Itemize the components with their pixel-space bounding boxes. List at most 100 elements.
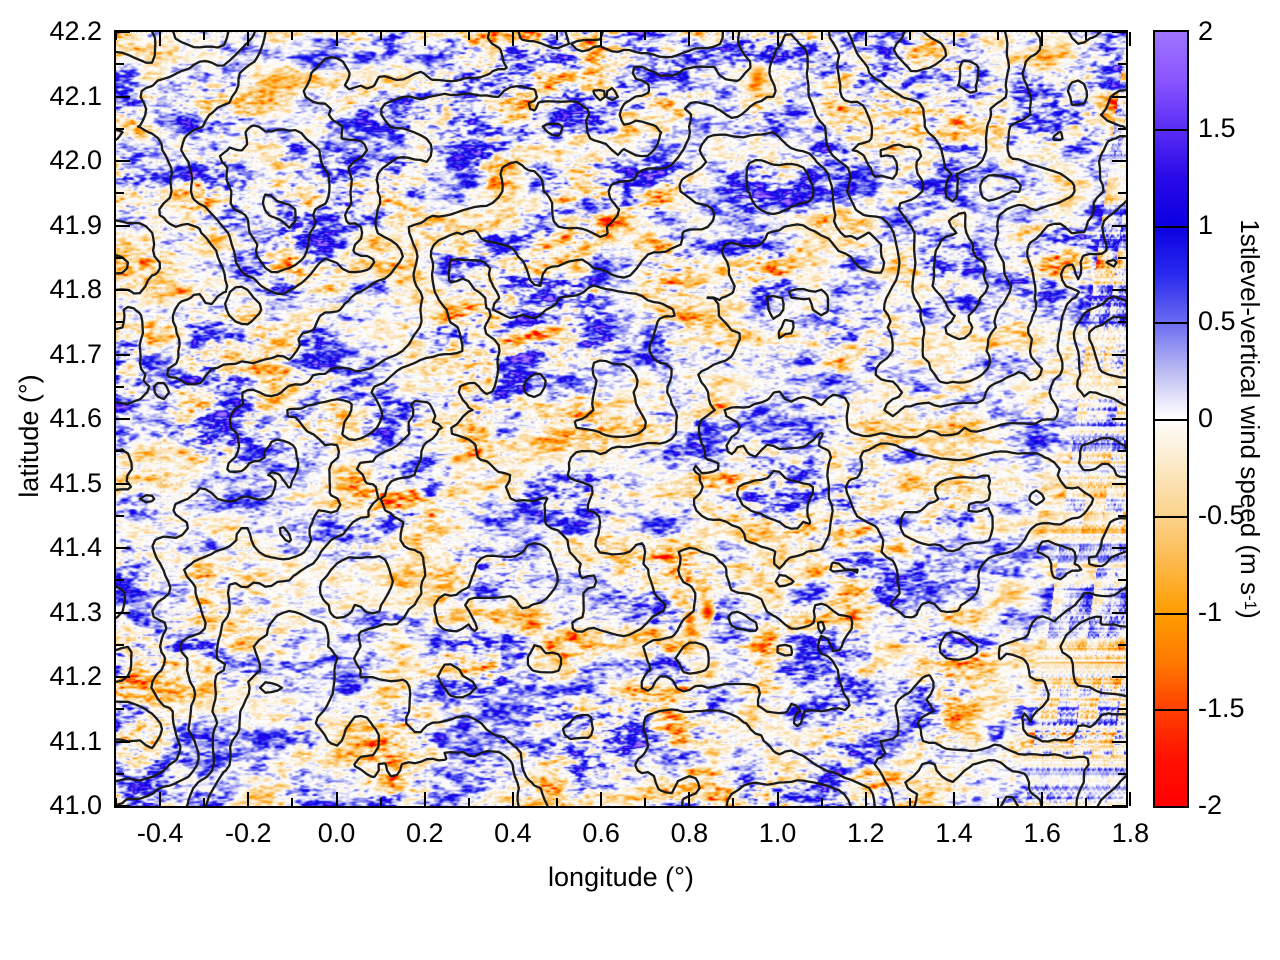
- axis-tick-mark: [291, 798, 294, 806]
- axis-tick-mark: [952, 32, 955, 46]
- axis-tick-mark: [644, 32, 647, 40]
- axis-tick-mark: [116, 385, 124, 388]
- axis-tick-mark: [247, 32, 250, 46]
- axis-tick-mark: [1112, 611, 1126, 614]
- axis-tick-mark: [864, 792, 867, 806]
- axis-tick-mark: [1118, 450, 1126, 453]
- y-tick-label: 41.6: [49, 403, 102, 433]
- colorbar-title-main: 1stlevel-vertical wind speed (m s: [1235, 219, 1266, 595]
- axis-tick-mark: [116, 805, 130, 807]
- x-tick-label: 1.2: [847, 818, 885, 848]
- axis-tick-mark: [1118, 127, 1126, 130]
- axis-tick-mark: [556, 32, 559, 40]
- colorbar-title-tail: ): [1235, 610, 1266, 619]
- axis-tick-mark: [1118, 708, 1126, 711]
- y-axis-label: latitude (°): [13, 374, 44, 498]
- axis-tick-mark: [1041, 32, 1044, 46]
- axis-tick-mark: [116, 514, 124, 517]
- colorbar-tick-label: 1: [1198, 209, 1214, 240]
- axis-tick-mark: [116, 450, 124, 453]
- axis-tick-mark: [379, 32, 382, 40]
- axis-tick-mark: [1112, 740, 1126, 743]
- x-tick-label: -0.2: [225, 818, 272, 848]
- x-tick-label: 0.6: [582, 818, 620, 848]
- colorbar-tick-mark: [1155, 322, 1187, 325]
- colorbar-tick-mark: [1155, 612, 1187, 615]
- axis-tick-mark: [116, 192, 124, 195]
- axis-tick-mark: [116, 160, 130, 162]
- x-tick-label: 1.8: [1111, 818, 1150, 848]
- colorbar-title: 1stlevel-vertical wind speed (m s -1): [1232, 30, 1268, 808]
- y-tick-label: 41.4: [49, 532, 102, 562]
- axis-tick-mark: [247, 792, 250, 806]
- axis-tick-mark: [1118, 772, 1126, 775]
- y-tick-label: 42.2: [49, 16, 102, 46]
- axis-tick-mark: [1118, 192, 1126, 195]
- colorbar-tick-label: -1.5: [1198, 693, 1245, 724]
- axis-tick-mark: [1129, 792, 1132, 806]
- axis-tick-mark: [511, 792, 514, 806]
- axis-tick-mark: [379, 798, 382, 806]
- axis-tick-mark: [116, 772, 124, 775]
- x-tick-label: 0.0: [317, 818, 356, 848]
- axis-tick-mark: [115, 32, 117, 40]
- colorbar-tick-mark: [1155, 225, 1187, 228]
- axis-tick-mark: [291, 32, 294, 40]
- axis-tick-mark: [908, 32, 911, 40]
- plot-area[interactable]: [114, 30, 1128, 808]
- colorbar-tick-mark: [1155, 128, 1187, 131]
- axis-tick-mark: [997, 32, 1000, 40]
- axis-tick-mark: [335, 792, 338, 806]
- axis-tick-mark: [116, 127, 124, 130]
- axis-tick-mark: [1118, 63, 1126, 66]
- axis-tick-mark: [644, 798, 647, 806]
- axis-tick-mark: [116, 31, 130, 33]
- axis-tick-mark: [159, 792, 162, 806]
- x-tick-label: 1.4: [935, 818, 973, 848]
- axis-tick-mark: [116, 224, 130, 227]
- axis-tick-mark: [511, 32, 514, 46]
- x-tick-label: 1.0: [758, 818, 797, 848]
- axis-tick-mark: [1118, 256, 1126, 259]
- axis-tick-mark: [1118, 514, 1126, 517]
- axis-tick-mark: [600, 32, 603, 46]
- axis-tick-mark: [116, 611, 130, 614]
- axis-tick-mark: [1112, 353, 1126, 356]
- axis-tick-mark: [1118, 579, 1126, 582]
- axis-tick-mark: [1112, 482, 1126, 485]
- axis-tick-mark: [1118, 321, 1126, 324]
- axis-tick-mark: [423, 32, 426, 40]
- axis-tick-mark: [1118, 385, 1126, 388]
- colorbar-tick-mark: [1155, 419, 1187, 421]
- axis-tick-mark: [1129, 32, 1132, 46]
- colorbar-tick-label: 0.5: [1198, 306, 1236, 337]
- axis-tick-mark: [159, 32, 162, 46]
- axis-tick-mark: [335, 32, 338, 46]
- axis-tick-mark: [1118, 643, 1126, 646]
- colorbar[interactable]: [1153, 30, 1189, 808]
- axis-tick-mark: [997, 798, 1000, 806]
- axis-tick-mark: [467, 798, 470, 806]
- axis-tick-mark: [203, 32, 206, 40]
- y-tick-label: 41.7: [49, 338, 102, 369]
- colorbar-tick-label: -1: [1198, 596, 1223, 627]
- axis-tick-mark: [116, 418, 130, 420]
- x-axis-label: longitude (°): [548, 862, 694, 892]
- y-tick-label: 42.1: [49, 80, 102, 111]
- axis-tick-mark: [1112, 224, 1126, 227]
- colorbar-tick-label: 0: [1198, 403, 1214, 433]
- axis-tick-mark: [556, 798, 559, 806]
- colorbar-tick-label: 1.5: [1198, 112, 1236, 143]
- axis-tick-mark: [732, 798, 735, 806]
- axis-tick-mark: [115, 798, 117, 806]
- x-tick-label: -0.4: [136, 818, 184, 848]
- axis-tick-mark: [1112, 95, 1126, 98]
- y-tick-label: 41.9: [49, 209, 102, 240]
- axis-tick-mark: [776, 798, 779, 806]
- colorbar-tick-label: 2: [1198, 16, 1214, 46]
- axis-tick-mark: [1112, 805, 1126, 807]
- axis-tick-mark: [423, 798, 426, 806]
- x-tick-label: 0.4: [494, 818, 532, 848]
- axis-tick-mark: [116, 643, 124, 646]
